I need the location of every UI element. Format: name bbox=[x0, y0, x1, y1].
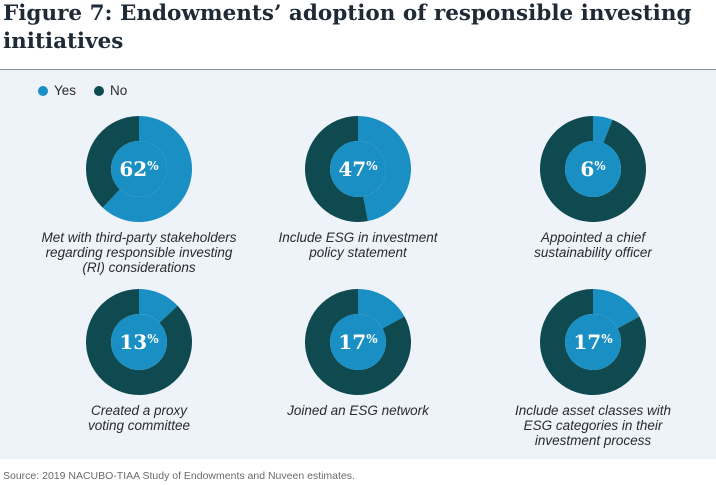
donut-caption-4: Created a proxy voting committee bbox=[87, 403, 191, 433]
donut-caption-5: Joined an ESG network bbox=[287, 403, 429, 418]
donut-3-yes-slice bbox=[593, 116, 613, 143]
donut-1: 62% bbox=[85, 116, 192, 222]
donut-2-yes-slice bbox=[358, 116, 411, 222]
donut-5-value-label: 17% bbox=[338, 330, 378, 354]
donut-3-value-label: 6% bbox=[580, 157, 606, 181]
donut-2-value-label: 47% bbox=[338, 157, 378, 181]
donut-2: 47% bbox=[305, 116, 411, 222]
donut-2-no-slice bbox=[305, 116, 368, 222]
donut-chart-4: 13% Created a proxy voting committee bbox=[29, 287, 249, 433]
donut-chart-2: 47% Include ESG in investment policy sta… bbox=[248, 114, 468, 260]
donut-1-center bbox=[111, 141, 167, 197]
donut-5-no-slice bbox=[305, 289, 411, 395]
legend-swatch-yes bbox=[38, 85, 48, 96]
legend-label-yes: Yes bbox=[54, 83, 77, 98]
donut-5-yes-slice bbox=[358, 289, 405, 329]
donut-1-yes-slice bbox=[102, 116, 192, 222]
donut-chart-3: 6% Appointed a chief sustainability offi… bbox=[483, 114, 703, 260]
legend-item-yes: Yes bbox=[38, 83, 76, 98]
donut-4-value-label: 13% bbox=[119, 330, 159, 354]
donut-6-yes-slice bbox=[593, 289, 640, 329]
legend-label-no: No bbox=[110, 83, 128, 98]
donut-3-no-slice bbox=[540, 116, 646, 222]
chart-title: Figure 7: Endowments’ adoption of respon… bbox=[3, 1, 692, 54]
donut-6-no-slice bbox=[540, 289, 646, 395]
donut-5-center bbox=[330, 314, 386, 370]
donut-3-center bbox=[565, 141, 621, 197]
donut-caption-1: Met with third-party stakeholders regard… bbox=[41, 230, 237, 275]
donut-6: 17% bbox=[540, 289, 646, 395]
donut-chart-6: 17% Include asset classes with ESG categ… bbox=[483, 287, 703, 448]
donut-1-value-label: 62% bbox=[119, 157, 159, 181]
donut-5: 17% bbox=[305, 289, 411, 395]
legend: Yes No bbox=[38, 83, 145, 98]
donut-chart-5: 17% Joined an ESG network bbox=[248, 287, 468, 418]
donut-4: 13% bbox=[86, 289, 192, 395]
donut-6-center bbox=[565, 314, 621, 370]
donut-caption-3: Appointed a chief sustainability officer bbox=[534, 230, 652, 260]
donut-2-center bbox=[330, 141, 386, 197]
donut-caption-6: Include asset classes with ESG categorie… bbox=[514, 403, 672, 448]
title-divider bbox=[0, 69, 716, 70]
donut-4-no-slice bbox=[86, 289, 192, 395]
donut-chart-1: 62% Met with third-party stakeholders re… bbox=[29, 114, 249, 275]
donut-4-yes-slice bbox=[139, 289, 178, 323]
donut-caption-2: Include ESG in investment policy stateme… bbox=[278, 230, 438, 260]
donut-3: 6% bbox=[540, 116, 646, 222]
donut-1-no-slice bbox=[85, 116, 139, 208]
legend-item-no: No bbox=[94, 83, 127, 98]
legend-swatch-no bbox=[94, 85, 105, 96]
source-note: Source: 2019 NACUBO-TIAA Study of Endowm… bbox=[3, 470, 355, 482]
donut-4-center bbox=[111, 314, 167, 370]
donut-6-value-label: 17% bbox=[573, 330, 613, 354]
